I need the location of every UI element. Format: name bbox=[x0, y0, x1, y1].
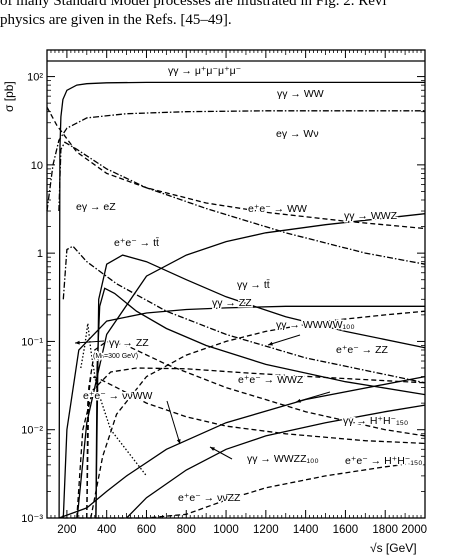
label-arrowhead-4 bbox=[210, 447, 215, 451]
series-line-14 bbox=[86, 375, 426, 519]
x-tick-label: 400 bbox=[97, 524, 116, 536]
paper-text-line-1: of many Standard Model processes are ill… bbox=[0, 0, 387, 9]
curves-layer bbox=[46, 60, 426, 519]
curve-label-18: e⁺e⁻ → νν̄ZZ bbox=[178, 492, 241, 504]
y-tick-label: 10⁻³ bbox=[21, 513, 43, 525]
x-tick-label: 1800 bbox=[372, 524, 398, 536]
y-tick-label: 1 bbox=[37, 248, 43, 260]
label-arrowhead-1 bbox=[268, 341, 273, 346]
x-tick-label: 1200 bbox=[253, 524, 279, 536]
x-tick-label: 1000 bbox=[213, 524, 239, 536]
curve-label-7: γγ → tt̄ bbox=[237, 279, 270, 291]
series-line-2 bbox=[46, 110, 425, 212]
label-arrowhead-3 bbox=[176, 439, 181, 444]
x-axis-label: √s [GeV] bbox=[370, 541, 417, 555]
curve-label-5: γγ → WWZ bbox=[344, 210, 398, 222]
x-tick-label: 2000 bbox=[401, 524, 427, 536]
label-arrowhead-2 bbox=[296, 398, 301, 403]
curve-label-4: e⁺e⁻ → WW bbox=[248, 203, 307, 215]
series-line-12 bbox=[76, 367, 426, 519]
series-line-13 bbox=[58, 375, 426, 519]
plot-frame bbox=[46, 49, 426, 519]
series-line-5 bbox=[76, 213, 426, 519]
label-arrowhead-0 bbox=[75, 340, 80, 345]
label-arrow-0 bbox=[74, 340, 105, 344]
x-tick-label: 200 bbox=[57, 524, 76, 536]
curve-label-13: e⁺e⁻ → WWZ bbox=[238, 374, 304, 386]
curve-label-10: γγ → ZZ bbox=[109, 337, 149, 349]
x-tick-label: 800 bbox=[177, 524, 196, 536]
x-tick-label: 1400 bbox=[293, 524, 319, 536]
curve-label-3: eγ → eZ bbox=[76, 201, 116, 213]
series-line-3 bbox=[58, 141, 426, 265]
label-arrow-3 bbox=[166, 400, 181, 445]
series-line-17 bbox=[63, 461, 426, 519]
series-line-10 bbox=[80, 323, 148, 477]
curve-label-2: eγ → Wν bbox=[276, 128, 319, 140]
curve-label-17: e⁺e⁻ → H⁺H⁻₁₅₀ bbox=[345, 455, 422, 467]
x-tick-label: 600 bbox=[137, 524, 156, 536]
curve-label-14: e⁺e⁻ → νν̄WW bbox=[83, 390, 153, 402]
series-line-8 bbox=[62, 305, 425, 519]
y-axis-label: σ [pb] bbox=[2, 81, 16, 112]
x-tick-label: 1600 bbox=[333, 524, 359, 536]
ticks-layer: 200 400 600 800 1000 1200 1400 1600 1800 2000 10⁻³… bbox=[21, 49, 427, 536]
series-line-11 bbox=[62, 245, 426, 384]
y-tick-label: 10⁻² bbox=[21, 425, 43, 437]
y-tick-label: 10⁻¹ bbox=[21, 336, 43, 348]
curve-label-6: e⁺e⁻ → tt̄ bbox=[114, 237, 159, 249]
curve-label-1: γγ → WW bbox=[277, 88, 324, 100]
curve-label-11: (Mₕ=300 GeV) bbox=[93, 353, 138, 360]
curve-label-12: e⁺e⁻ → ZZ bbox=[336, 344, 389, 356]
y-tick-label: 10² bbox=[27, 72, 43, 84]
curve-label-8: γγ → ZZ bbox=[212, 297, 252, 309]
series-line-15 bbox=[126, 404, 426, 519]
label-arrow-2 bbox=[295, 391, 331, 403]
series-line-4 bbox=[46, 106, 426, 230]
y-tick-label: 10 bbox=[31, 160, 43, 172]
curve-label-9: γγ → WWWW₁₀₀ bbox=[276, 319, 355, 331]
series-line-7 bbox=[95, 287, 426, 519]
labels-layer: γγ → μ⁺μ⁻μ⁺μ⁻ γγ → WW eγ → Wν eγ → eZ e⁺e⁻ →… bbox=[74, 64, 424, 506]
paper-text-line-2: physics are given in the Refs. [45–49]. bbox=[0, 12, 232, 28]
curve-label-0: γγ → μ⁺μ⁻μ⁺μ⁻ bbox=[168, 65, 241, 77]
series-line-16 bbox=[86, 340, 426, 519]
label-arrow-1 bbox=[267, 334, 301, 346]
curve-label-15: γγ → H⁺H⁻₁₅₀ bbox=[343, 415, 408, 427]
series-line-6 bbox=[95, 254, 426, 519]
series-line-1 bbox=[58, 81, 425, 519]
curve-label-16: γγ → WWZZ₁₀₀ bbox=[247, 453, 319, 465]
